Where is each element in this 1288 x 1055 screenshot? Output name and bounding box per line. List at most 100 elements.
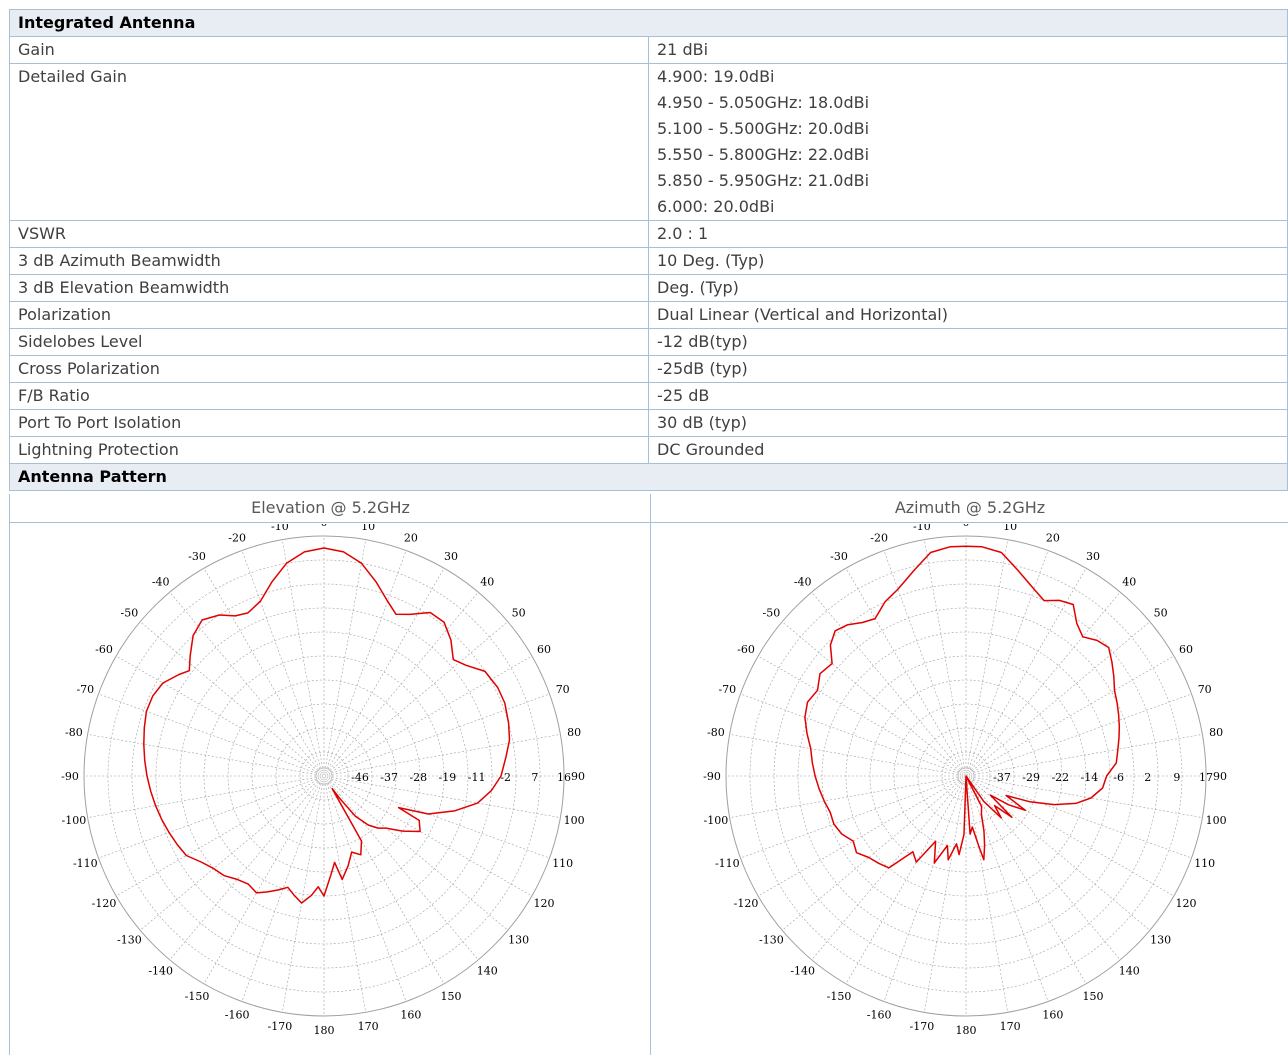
- antenna-pattern-heading: Antenna Pattern: [9, 463, 1288, 491]
- grid-spoke: [116, 655, 318, 773]
- radius-label: -37: [380, 771, 398, 784]
- elevation-pattern-title: Elevation @ 5.2GHz: [10, 494, 651, 523]
- spec-label: Port To Port Isolation: [9, 409, 649, 437]
- angle-label: 30: [444, 550, 458, 563]
- radius-label: -46: [351, 771, 369, 784]
- angle-label: 160: [400, 1009, 421, 1022]
- grid-spoke: [971, 621, 1151, 772]
- grid-spoke: [327, 568, 445, 770]
- grid-spoke: [971, 780, 1151, 931]
- center-ring: [321, 773, 327, 779]
- grid-spoke: [970, 781, 1121, 961]
- grid-spoke: [740, 693, 959, 774]
- pattern-trace: [804, 545, 1121, 869]
- angle-label: 70: [1198, 683, 1212, 696]
- grid-spoke: [325, 539, 366, 769]
- center-ring: [319, 771, 329, 781]
- grid-spoke: [87, 734, 317, 775]
- grid-spoke: [116, 779, 318, 897]
- grid-spoke: [169, 591, 320, 771]
- grid-spoke: [924, 539, 965, 769]
- angle-label: -50: [121, 607, 139, 620]
- center-ring: [317, 769, 331, 783]
- grid-spoke: [169, 781, 320, 961]
- spec-value: 10 Deg. (Typ): [648, 247, 1288, 275]
- angle-label: 0: [321, 524, 328, 529]
- angle-label: 90: [571, 770, 585, 783]
- antenna-spec-table: Integrated Antenna Gain 21 dBi Detailed Gai…: [9, 9, 1288, 491]
- angle-label: 180: [314, 1024, 335, 1037]
- angle-label: 90: [1213, 770, 1227, 783]
- grid-spoke: [973, 734, 1203, 775]
- angle-label: -30: [188, 550, 206, 563]
- grid-spoke: [845, 568, 963, 770]
- angle-label: -20: [228, 531, 246, 544]
- grid-spoke: [203, 782, 321, 984]
- angle-label: 20: [404, 531, 418, 544]
- grid-spoke: [327, 782, 445, 984]
- angle-label: 60: [1179, 643, 1193, 656]
- angle-label: 130: [508, 933, 529, 946]
- angle-label: -20: [870, 531, 888, 544]
- spec-row: Polarization Dual Linear (Vertical and Ho…: [9, 301, 1288, 329]
- integrated-antenna-heading: Integrated Antenna: [9, 9, 1288, 37]
- angle-label: -100: [704, 814, 729, 827]
- radius-label: -2: [500, 771, 511, 784]
- spec-value-line: -12 dB(typ): [657, 332, 748, 351]
- spec-label: Gain: [9, 36, 649, 64]
- radius-label: -37: [993, 771, 1011, 784]
- spec-label: Detailed Gain: [9, 63, 649, 221]
- angle-label: -10: [271, 524, 289, 533]
- spec-row: VSWR 2.0 : 1: [9, 220, 1288, 248]
- azimuth-pattern-title: Azimuth @ 5.2GHz: [651, 494, 1288, 523]
- angle-label: -30: [830, 550, 848, 563]
- angle-label: -130: [759, 933, 784, 946]
- spec-row: F/B Ratio -25 dB: [9, 382, 1288, 410]
- spec-label: Cross Polarization: [9, 355, 649, 383]
- angle-label: -110: [73, 857, 98, 870]
- spec-value: 2.0 : 1: [648, 220, 1288, 248]
- spec-row: 3 dB Azimuth Beamwidth 10 Deg. (Typ): [9, 247, 1288, 275]
- grid-spoke: [811, 591, 962, 771]
- angle-label: 150: [441, 990, 462, 1003]
- radius-label: -6: [1113, 771, 1124, 784]
- spec-value-line: 5.550 - 5.800GHz: 22.0dBi: [657, 145, 870, 164]
- angle-label: -130: [117, 933, 142, 946]
- center-ring: [315, 767, 333, 785]
- radius-label: 7: [531, 771, 538, 784]
- spec-value: -25dB (typ): [648, 355, 1288, 383]
- angle-label: -40: [152, 575, 170, 588]
- grid-spoke: [331, 778, 550, 859]
- angle-label: 100: [564, 814, 585, 827]
- grid-spoke: [139, 780, 319, 931]
- angle-label: -80: [65, 726, 83, 739]
- grid-spoke: [967, 539, 1008, 769]
- angle-label: -120: [734, 897, 759, 910]
- spec-value-line: -25 dB: [657, 386, 710, 405]
- spec-label: F/B Ratio: [9, 382, 649, 410]
- radius-label: -14: [1081, 771, 1099, 784]
- spec-label: Lightning Protection: [9, 436, 649, 464]
- grid-spoke: [330, 779, 532, 897]
- spec-row: Sidelobes Level -12 dB(typ): [9, 328, 1288, 356]
- grid-spoke: [781, 621, 961, 772]
- angle-label: -110: [715, 857, 740, 870]
- angle-label: -100: [62, 814, 87, 827]
- angle-label: -70: [76, 683, 94, 696]
- angle-label: 30: [1086, 550, 1100, 563]
- grid-spoke: [326, 550, 407, 769]
- angle-label: -50: [763, 607, 781, 620]
- grid-spoke: [729, 777, 959, 818]
- spec-row: Detailed Gain 4.900: 19.0dBi 4.950 - 5.050…: [9, 63, 1288, 221]
- angle-label: 170: [358, 1020, 379, 1033]
- grid-spoke: [845, 782, 963, 984]
- grid-spoke: [331, 734, 561, 775]
- spec-value-line: 4.900: 19.0dBi: [657, 67, 775, 86]
- spec-value-line: DC Grounded: [657, 440, 765, 459]
- spec-label: Polarization: [9, 301, 649, 329]
- angle-label: -170: [910, 1020, 935, 1033]
- spec-value-line: 4.950 - 5.050GHz: 18.0dBi: [657, 93, 870, 112]
- grid-ring: [131, 583, 517, 969]
- angle-label: 100: [1206, 814, 1227, 827]
- grid-spoke: [970, 591, 1121, 771]
